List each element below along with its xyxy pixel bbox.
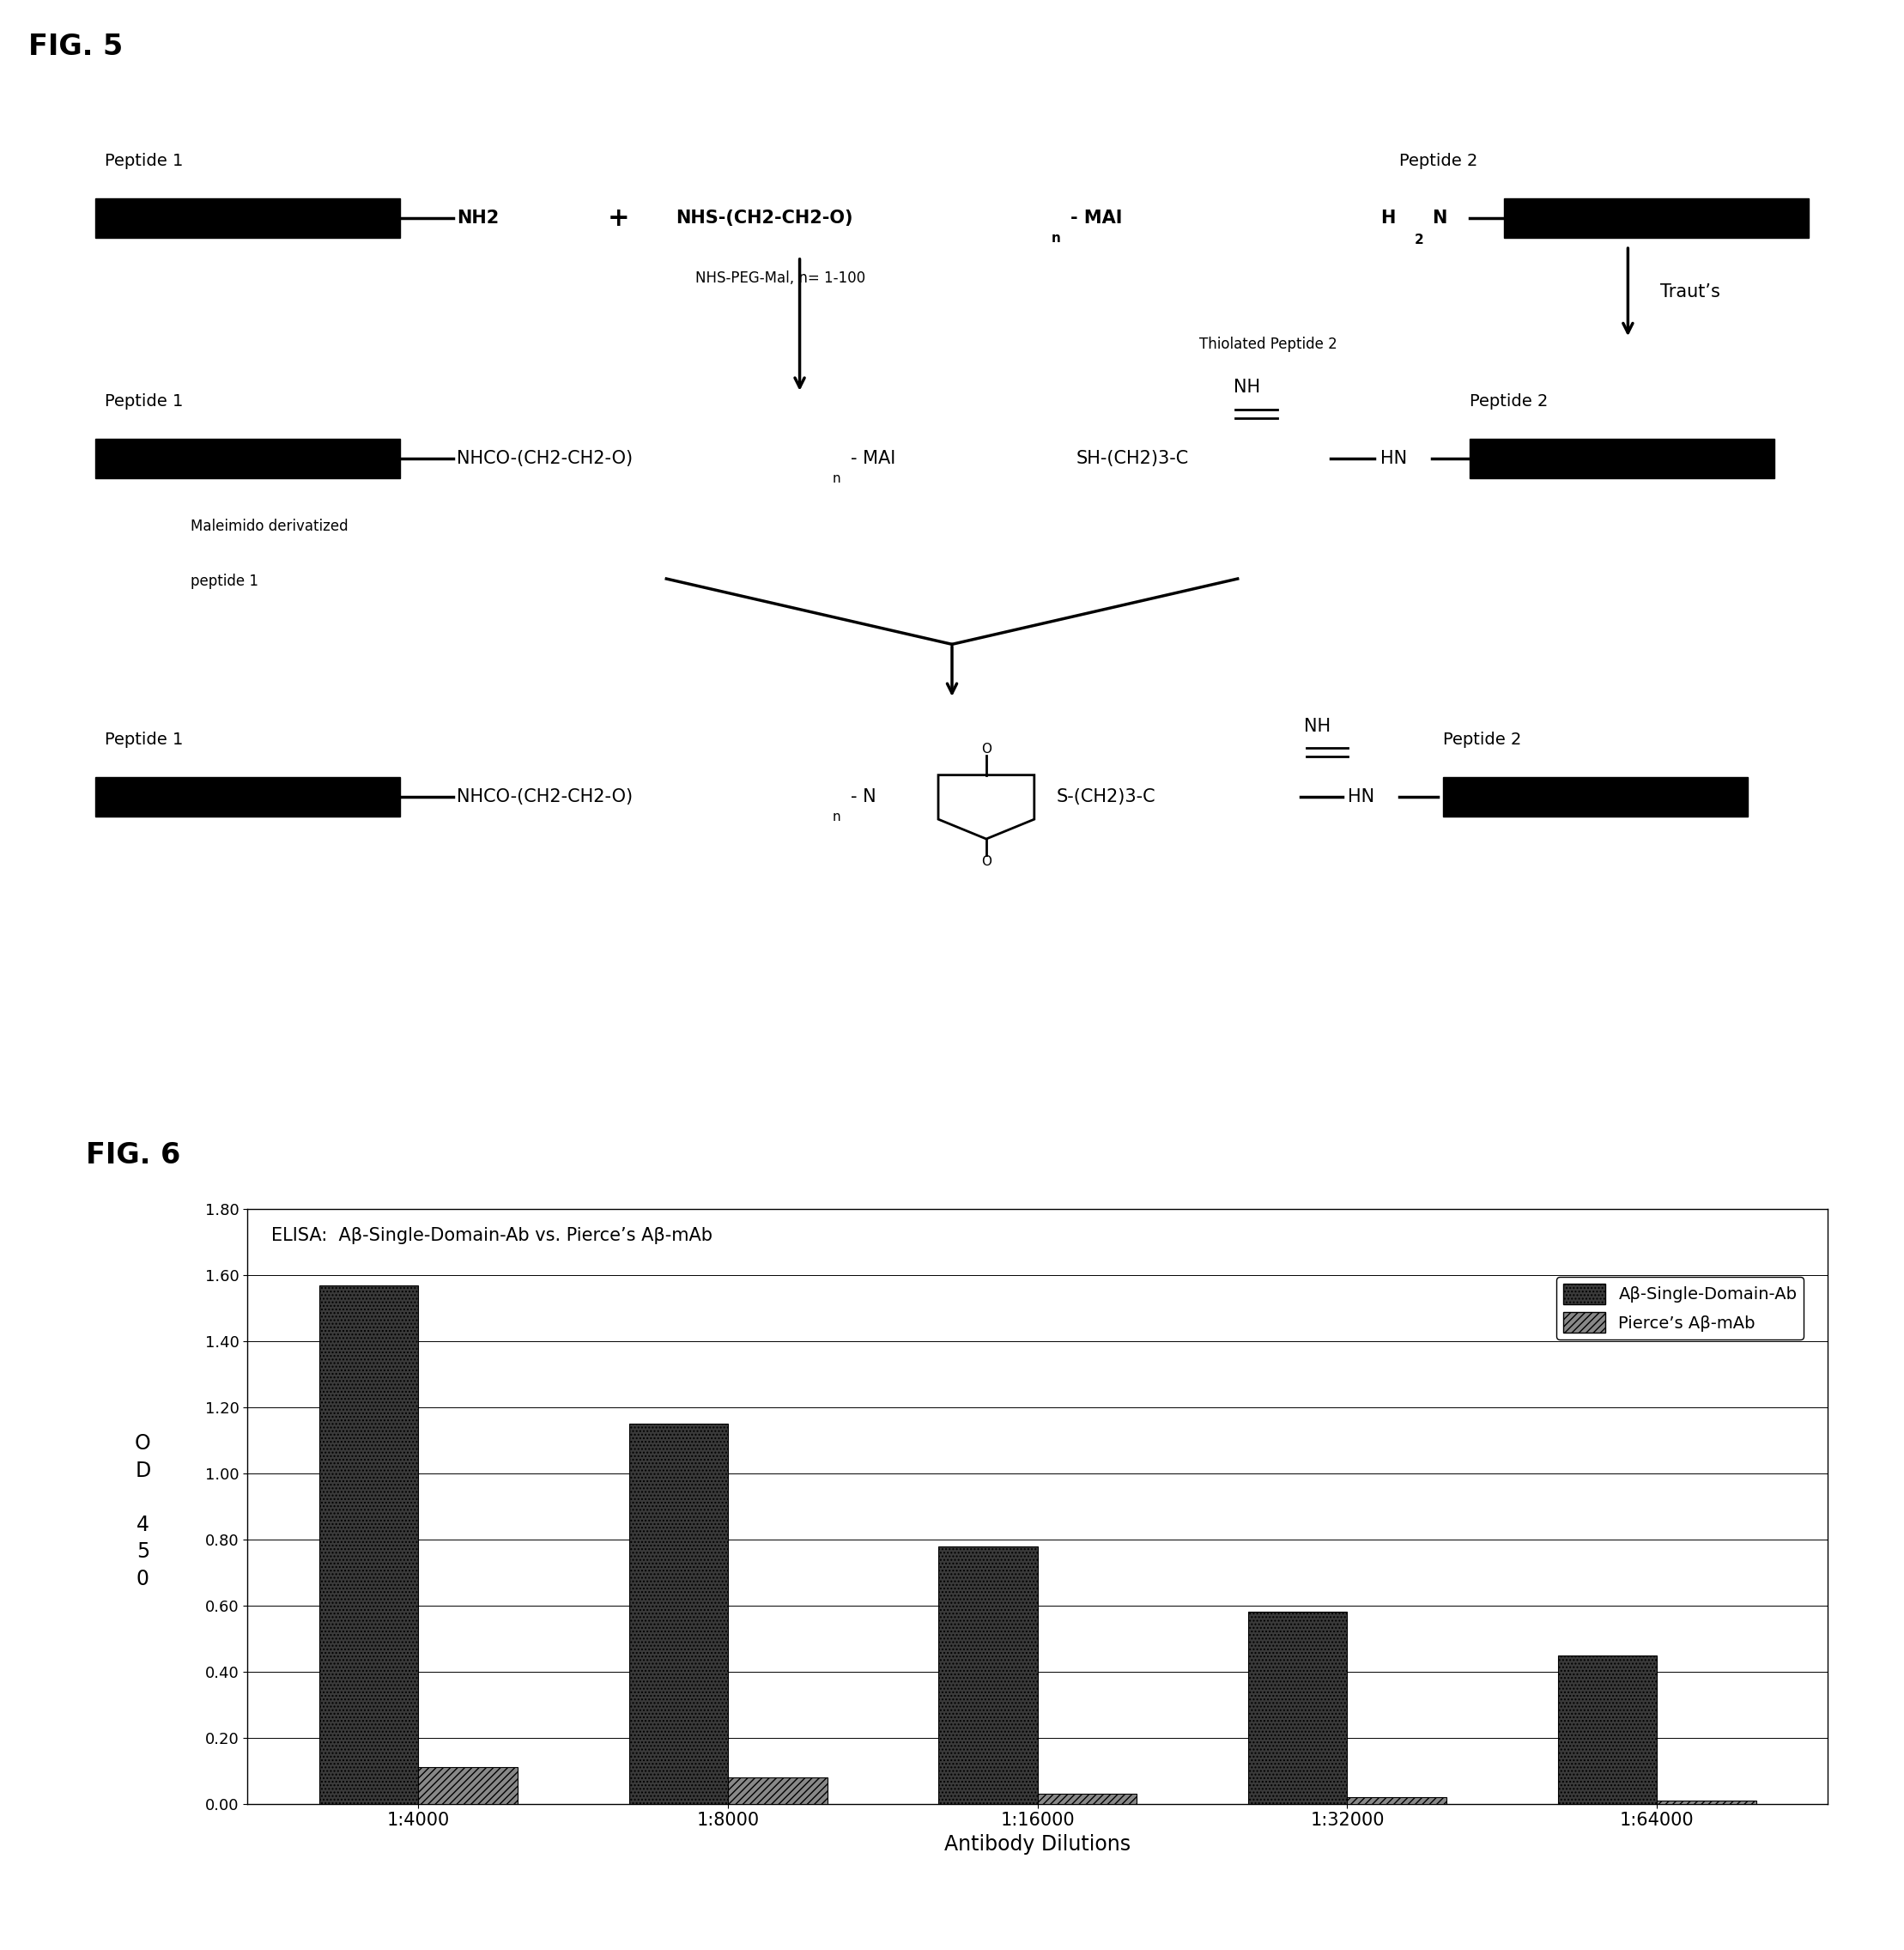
Text: NHCO-(CH2-CH2-O): NHCO-(CH2-CH2-O) [457,788,632,805]
Text: H: H [1380,211,1396,226]
Text: O
D

4
5
0: O D 4 5 0 [135,1433,150,1589]
Text: Peptide 2: Peptide 2 [1470,394,1548,410]
Text: FIG. 6: FIG. 6 [86,1141,181,1170]
Bar [95,199,400,238]
Bar [1348,1798,1447,1804]
Text: O: O [981,743,992,755]
Text: 2: 2 [1415,234,1424,248]
Text: S-(CH2)3-C: S-(CH2)3-C [1057,788,1156,805]
X-axis label: Antibody Dilutions: Antibody Dilutions [944,1835,1131,1854]
Text: O: O [981,856,992,868]
Bar [1504,199,1809,238]
Text: NHCO-(CH2-CH2-O): NHCO-(CH2-CH2-O) [457,450,632,468]
Text: Peptide 2: Peptide 2 [1399,152,1478,170]
Text: n: n [832,472,840,486]
Text: NH: NH [1304,718,1331,735]
Text: NHS-(CH2-CH2-O): NHS-(CH2-CH2-O) [676,211,853,226]
Bar [1470,439,1775,478]
Text: NH2: NH2 [457,211,499,226]
Text: SH-(CH2)3-C: SH-(CH2)3-C [1076,450,1188,468]
Text: FIG. 5: FIG. 5 [29,33,124,60]
Text: Peptide 1: Peptide 1 [105,394,183,410]
Bar [628,1424,727,1804]
Text: NH: NH [1234,378,1260,396]
Text: n: n [1051,232,1061,244]
Text: +: + [607,207,630,230]
Text: N: N [1432,211,1447,226]
Bar [95,439,400,478]
Text: Peptide 1: Peptide 1 [105,152,183,170]
Bar [939,1546,1038,1804]
Bar [419,1767,518,1804]
Bar [1038,1794,1137,1804]
Text: ELISA:  Aβ-Single-Domain-Ab vs. Pierce’s Aβ-mAb: ELISA: Aβ-Single-Domain-Ab vs. Pierce’s … [270,1227,712,1244]
Text: Maleimido derivatized: Maleimido derivatized [190,519,348,534]
Bar [1656,1800,1755,1804]
Text: peptide 1: peptide 1 [190,573,259,589]
Text: Thiolated Peptide 2: Thiolated Peptide 2 [1200,335,1337,351]
Bar [1443,778,1748,817]
Bar [95,778,400,817]
Bar [320,1285,419,1804]
Text: HN: HN [1348,788,1375,805]
Text: Peptide 1: Peptide 1 [105,731,183,749]
Text: - MAI: - MAI [1070,211,1121,226]
Bar [1249,1613,1348,1804]
Text: HN: HN [1380,450,1407,468]
Text: - N: - N [851,788,876,805]
Legend: Aβ-Single-Domain-Ab, Pierce’s Aβ-mAb: Aβ-Single-Domain-Ab, Pierce’s Aβ-mAb [1557,1277,1803,1340]
Text: Peptide 2: Peptide 2 [1443,731,1521,749]
Bar [1557,1656,1656,1804]
Bar [727,1776,826,1804]
Text: Traut’s: Traut’s [1660,283,1721,300]
Text: n: n [832,811,840,823]
Text: NHS-PEG-Mal, n= 1-100: NHS-PEG-Mal, n= 1-100 [695,271,864,287]
Text: - MAI: - MAI [851,450,897,468]
